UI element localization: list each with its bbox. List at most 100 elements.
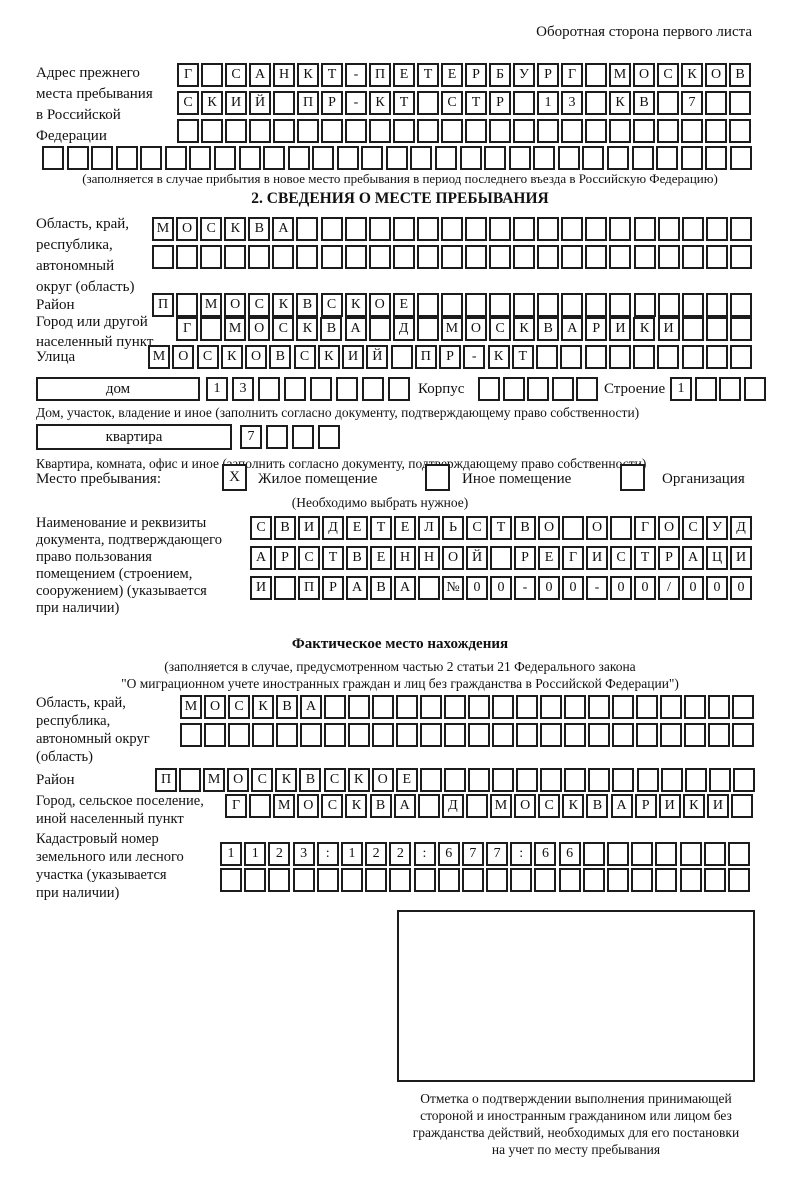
char-cell[interactable]: П xyxy=(298,576,320,600)
char-cell[interactable] xyxy=(657,217,680,241)
char-cell[interactable] xyxy=(612,768,635,792)
char-cell[interactable] xyxy=(582,868,605,892)
char-cell[interactable]: А xyxy=(300,695,322,719)
char-cell[interactable]: М xyxy=(148,345,170,369)
char-cell[interactable] xyxy=(348,723,370,747)
char-cell[interactable] xyxy=(657,293,680,317)
char-cell[interactable] xyxy=(585,91,607,115)
char-cell[interactable]: Р xyxy=(465,63,487,87)
char-cell[interactable]: Р xyxy=(322,576,344,600)
char-cell[interactable] xyxy=(273,119,295,143)
char-cell[interactable]: Р xyxy=(321,91,343,115)
char-cell[interactable]: Н xyxy=(273,63,295,87)
char-cell[interactable] xyxy=(502,377,525,401)
char-cell[interactable] xyxy=(681,217,704,241)
char-cell[interactable] xyxy=(609,245,632,269)
char-cell[interactable]: В xyxy=(269,345,292,369)
char-cell[interactable] xyxy=(729,146,752,170)
char-cell[interactable] xyxy=(372,723,394,747)
char-cell[interactable]: : xyxy=(510,842,533,866)
char-cell[interactable] xyxy=(189,146,212,170)
char-cell[interactable] xyxy=(252,723,274,747)
char-cell[interactable] xyxy=(385,146,408,170)
checkbox-inoe-pomeshchenie[interactable] xyxy=(425,464,450,491)
char-cell[interactable] xyxy=(417,119,439,143)
char-cell[interactable]: Т xyxy=(511,345,534,369)
char-cell[interactable] xyxy=(551,377,574,401)
char-cell[interactable] xyxy=(258,377,280,401)
char-cell[interactable] xyxy=(564,723,586,747)
char-cell[interactable]: О xyxy=(297,794,320,818)
char-cell[interactable] xyxy=(561,293,584,317)
char-cell[interactable]: № xyxy=(442,576,464,600)
char-cell[interactable]: К xyxy=(369,91,391,115)
char-cell[interactable] xyxy=(636,768,659,792)
char-cell[interactable] xyxy=(200,317,223,341)
char-cell[interactable] xyxy=(729,217,752,241)
char-cell[interactable]: К xyxy=(224,217,247,241)
char-cell[interactable]: П xyxy=(155,768,177,792)
char-cell[interactable]: - xyxy=(514,576,536,600)
char-cell[interactable] xyxy=(513,217,536,241)
char-cell[interactable]: 7 xyxy=(240,425,262,449)
char-cell[interactable]: К xyxy=(317,345,340,369)
char-cell[interactable]: 0 xyxy=(706,576,728,600)
char-cell[interactable] xyxy=(732,695,754,719)
char-cell[interactable] xyxy=(730,345,752,369)
char-cell[interactable] xyxy=(540,768,563,792)
char-cell[interactable] xyxy=(468,723,490,747)
char-cell[interactable] xyxy=(585,245,608,269)
char-cell[interactable] xyxy=(416,317,439,341)
char-cell[interactable]: Т xyxy=(465,91,487,115)
char-cell[interactable] xyxy=(345,119,367,143)
char-cell[interactable]: Д xyxy=(392,317,415,341)
char-cell[interactable] xyxy=(324,723,346,747)
char-cell[interactable] xyxy=(249,119,271,143)
char-cell[interactable]: Г xyxy=(562,546,584,570)
char-cell[interactable]: О xyxy=(204,695,226,719)
char-cell[interactable]: Т xyxy=(322,546,344,570)
char-cell[interactable]: К xyxy=(296,317,319,341)
char-cell[interactable] xyxy=(388,377,410,401)
char-cell[interactable] xyxy=(274,576,296,600)
char-cell[interactable] xyxy=(513,293,536,317)
checkbox-zhiloe-pomeshchenie[interactable]: X xyxy=(222,464,247,491)
char-cell[interactable]: Е xyxy=(538,546,560,570)
char-cell[interactable]: О xyxy=(227,768,250,792)
char-cell[interactable]: Е xyxy=(370,546,392,570)
char-cell[interactable]: К xyxy=(275,768,298,792)
char-cell[interactable]: Д xyxy=(322,516,344,540)
char-cell[interactable]: О xyxy=(245,345,267,369)
char-cell[interactable] xyxy=(631,842,654,866)
char-cell[interactable]: С xyxy=(320,293,343,317)
char-cell[interactable] xyxy=(681,345,704,369)
char-cell[interactable]: Ц xyxy=(706,546,728,570)
char-cell[interactable]: С xyxy=(272,317,295,341)
char-cell[interactable] xyxy=(459,146,482,170)
char-cell[interactable]: В xyxy=(276,695,298,719)
char-cell[interactable] xyxy=(465,119,487,143)
char-cell[interactable] xyxy=(310,377,332,401)
char-cell[interactable] xyxy=(681,119,703,143)
char-cell[interactable]: Е xyxy=(395,768,418,792)
char-cell[interactable]: 7 xyxy=(461,842,484,866)
char-cell[interactable]: Т xyxy=(393,91,415,115)
char-cell[interactable]: К xyxy=(609,91,631,115)
char-cell[interactable] xyxy=(636,723,658,747)
char-cell[interactable] xyxy=(655,868,678,892)
char-cell[interactable] xyxy=(417,794,440,818)
char-cell[interactable]: 0 xyxy=(466,576,488,600)
char-cell[interactable] xyxy=(680,146,703,170)
char-cell[interactable]: Т xyxy=(490,516,512,540)
char-cell[interactable] xyxy=(441,119,463,143)
char-cell[interactable] xyxy=(340,868,363,892)
char-cell[interactable] xyxy=(224,245,247,269)
char-cell[interactable] xyxy=(510,868,533,892)
char-cell[interactable] xyxy=(416,293,439,317)
char-cell[interactable]: - xyxy=(463,345,486,369)
char-cell[interactable]: О xyxy=(224,293,247,317)
char-cell[interactable] xyxy=(585,293,608,317)
char-cell[interactable] xyxy=(392,245,415,269)
char-cell[interactable]: М xyxy=(180,695,202,719)
char-cell[interactable] xyxy=(729,317,752,341)
